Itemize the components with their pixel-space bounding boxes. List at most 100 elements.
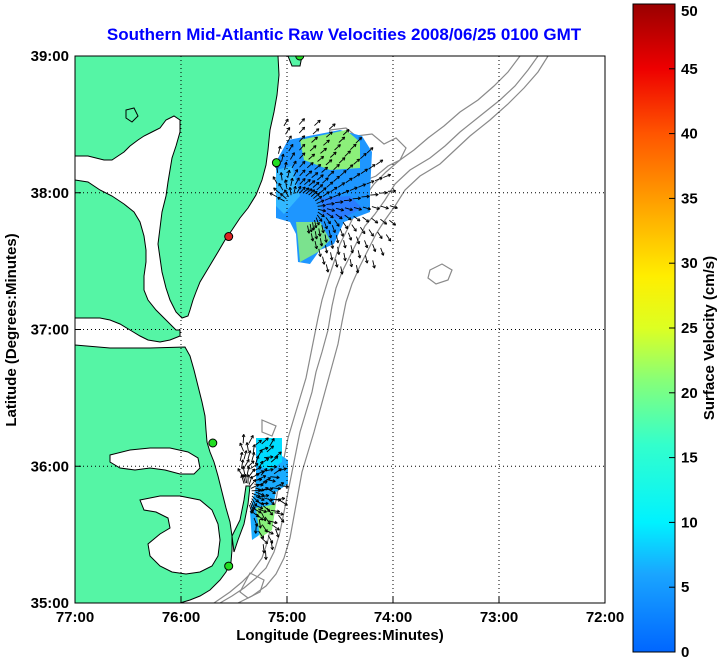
- velocity-arrow-head: [281, 153, 284, 157]
- velocity-arrow-head: [329, 131, 333, 134]
- velocity-arrow: [360, 168, 368, 175]
- velocity-arrow: [277, 197, 285, 202]
- station-marker: [271, 158, 281, 168]
- velocity-arrow-head: [270, 455, 274, 458]
- velocity-arrow-head: [259, 510, 262, 514]
- velocity-arrow-head: [250, 435, 254, 438]
- velocity-arrow: [278, 514, 285, 523]
- velocity-arrow: [317, 208, 326, 212]
- velocity-arrow-head: [323, 187, 327, 189]
- velocity-arrow: [251, 492, 261, 498]
- velocity-arrow: [280, 193, 287, 200]
- velocity-arrow: [308, 180, 316, 187]
- velocity-arrow-head: [319, 184, 323, 186]
- velocity-arrow-head: [265, 556, 268, 560]
- velocity-arrow-head: [340, 215, 343, 220]
- velocity-arrow: [368, 164, 376, 170]
- velocity-arrow: [353, 207, 362, 211]
- velocity-arrow: [269, 192, 278, 198]
- velocity-arrow-head: [333, 151, 337, 154]
- velocity-arrow: [324, 196, 333, 201]
- velocity-arrow: [383, 174, 391, 178]
- velocity-arrow: [299, 169, 306, 177]
- velocity-arrow-head: [320, 155, 324, 158]
- velocity-arrow: [266, 507, 273, 516]
- velocity-arrow: [362, 206, 371, 210]
- x-tick-label: 72:00: [586, 609, 624, 626]
- velocity-arrow-head: [366, 260, 369, 264]
- velocity-arrow-head: [288, 135, 292, 138]
- water-pamlico-sound: [139, 495, 221, 575]
- land-delmarva: [75, 56, 280, 319]
- velocity-arrow: [371, 206, 380, 210]
- velocity-arrow: [335, 207, 344, 211]
- velocity-arrow: [380, 205, 389, 209]
- velocity-arrow: [318, 248, 321, 257]
- velocity-arrow: [329, 151, 337, 158]
- velocity-arrow: [254, 483, 264, 486]
- velocity-arrow: [261, 457, 269, 464]
- velocity-arrow: [265, 550, 267, 560]
- velocity-arrow: [323, 221, 328, 230]
- velocity-arrow: [298, 126, 305, 134]
- velocity-arrow: [294, 177, 300, 185]
- velocity-arrow-head: [313, 227, 316, 231]
- velocity-arrow: [269, 438, 275, 447]
- velocity-arrow: [293, 186, 296, 195]
- velocity-arrow-head: [348, 198, 353, 201]
- velocity-arrow-head: [316, 192, 320, 195]
- velocity-arrow-head: [262, 497, 265, 501]
- velocity-arrow: [338, 157, 346, 164]
- velocity-arrow: [320, 147, 327, 154]
- y-tick-label: 39:00: [31, 48, 69, 65]
- velocity-arrow-head: [259, 460, 263, 464]
- velocity-arrow-head: [368, 206, 371, 210]
- velocity-arrow: [251, 511, 260, 518]
- velocity-arrow-head: [341, 207, 344, 211]
- velocity-arrow: [248, 468, 256, 477]
- colorbar-tick-label: 35: [681, 190, 698, 207]
- velocity-arrow: [324, 234, 327, 243]
- velocity-arrow: [258, 530, 264, 539]
- velocity-arrow: [337, 182, 345, 188]
- water-albemarle-sound: [109, 447, 201, 475]
- velocity-arrow-head: [366, 194, 370, 197]
- velocity-arrow: [242, 466, 246, 476]
- velocity-arrow: [255, 500, 264, 505]
- velocity-arrow: [341, 190, 350, 195]
- velocity-arrow-head: [323, 229, 325, 234]
- velocity-arrow: [370, 194, 379, 196]
- velocity-arrow-head: [240, 459, 244, 463]
- velocity-arrow: [289, 187, 292, 196]
- velocity-arrow: [244, 474, 248, 484]
- velocity-arrow: [293, 169, 298, 177]
- velocity-arrow: [368, 229, 374, 237]
- velocity-arrow-head: [322, 203, 326, 206]
- velocity-arrow: [247, 460, 255, 468]
- velocity-arrow: [273, 468, 282, 475]
- velocity-arrow: [272, 176, 278, 184]
- velocity-arrow: [259, 487, 269, 492]
- velocity-arrow: [239, 452, 243, 462]
- velocity-arrow: [349, 187, 358, 191]
- velocity-arrow: [309, 224, 312, 233]
- velocity-arrow-head: [255, 530, 258, 534]
- velocity-arrow: [344, 150, 351, 157]
- velocity-arrow-head: [290, 143, 294, 147]
- velocity-arrow: [254, 439, 262, 447]
- velocity-arrow: [343, 199, 352, 202]
- velocity-arrow: [246, 466, 250, 476]
- station-marker: [224, 232, 234, 242]
- velocity-arrow: [316, 174, 324, 181]
- velocity-arrow: [275, 528, 280, 538]
- map-title: Southern Mid-Atlantic Raw Velocities 200…: [107, 25, 582, 44]
- velocity-arrow-head: [274, 520, 278, 524]
- velocity-arrow-head: [332, 123, 336, 125]
- velocity-arrow-head: [341, 136, 345, 139]
- velocity-arrow: [249, 504, 253, 514]
- colorbar-tick-label: 50: [681, 3, 698, 20]
- velocity-arrow-head: [385, 221, 388, 225]
- x-tick-label: 76:00: [162, 609, 200, 626]
- land-western-shore: [75, 179, 181, 343]
- velocity-arrow-head: [251, 468, 255, 471]
